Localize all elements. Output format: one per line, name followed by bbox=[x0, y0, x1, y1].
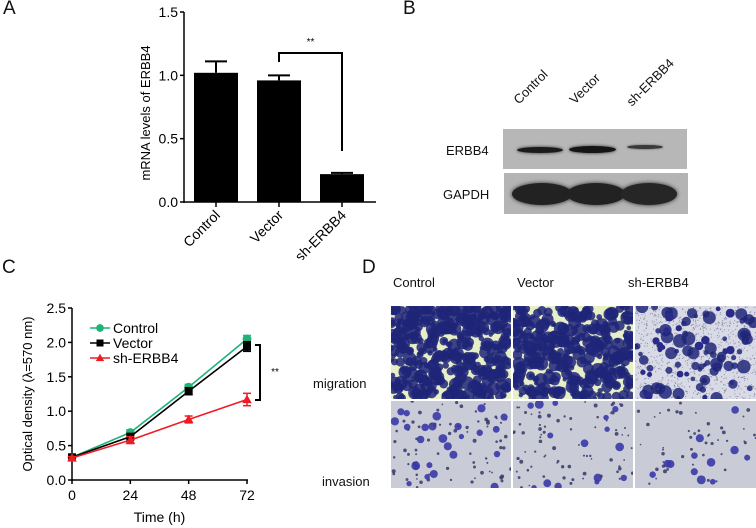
x-tick-label: 0 bbox=[68, 487, 76, 503]
panel-letter-c: C bbox=[2, 257, 16, 278]
series-control: Control bbox=[67, 320, 252, 462]
micrograph-invasion-control bbox=[391, 401, 511, 488]
series-vector: Vector bbox=[68, 335, 251, 462]
blot-lane-label-vector: Vector bbox=[566, 70, 604, 107]
y-axis-label: Optical density (λ=570 nm) bbox=[20, 317, 35, 472]
x-tick-label: 24 bbox=[123, 487, 139, 503]
y-axis-label: mRNA levels of ERBB4 bbox=[138, 45, 153, 180]
micrograph-invasion-sh-erbb4 bbox=[635, 401, 756, 488]
bar bbox=[320, 174, 364, 202]
legend-label: Vector bbox=[113, 335, 153, 351]
significance-label: ** bbox=[271, 367, 279, 378]
panel-letter-d: D bbox=[362, 257, 376, 278]
panel-letter-b: B bbox=[403, 0, 416, 19]
y-tick-label: 2.5 bbox=[47, 300, 67, 316]
column-label-vector: Vector bbox=[517, 275, 554, 290]
column-label-control: Control bbox=[393, 275, 435, 290]
bar bbox=[257, 80, 301, 202]
band-erbb4-sh-erbb4 bbox=[627, 145, 663, 149]
y-tick-label: 1.0 bbox=[47, 403, 67, 419]
blot-lane-label-control: Control bbox=[510, 66, 551, 107]
panel-letter-a: A bbox=[3, 0, 16, 19]
bar-chart-mrna-levels: 0.0 0.5 1.0 1.5 mRNA levels of ERBB4 Control V… bbox=[138, 4, 376, 260]
y-tick-label: 1.5 bbox=[159, 4, 179, 20]
blot-membrane-erbb4 bbox=[503, 129, 687, 169]
bar bbox=[194, 72, 238, 202]
x-tick-label: Vector bbox=[247, 207, 287, 247]
y-tick-label: 0.0 bbox=[47, 472, 67, 488]
series-sh-erbb4: sh-ERBB4 bbox=[67, 350, 252, 462]
blot-row-label-gapdh: GAPDH bbox=[443, 187, 490, 202]
x-axis-label: Time (h) bbox=[134, 509, 186, 525]
micrograph-migration-control bbox=[391, 306, 511, 399]
line-chart-optical-density: 0.0 0.5 1.0 1.5 2.0 2.5 0 24 48 72 Time (h) Optical… bbox=[20, 300, 279, 525]
x-tick-label: Control bbox=[180, 207, 223, 250]
x-tick-label: 48 bbox=[181, 487, 197, 503]
significance-label: ** bbox=[307, 37, 315, 48]
blot-lane-label-sh-erbb4: sh-ERBB4 bbox=[623, 55, 677, 109]
x-tick-label: 72 bbox=[239, 487, 255, 503]
legend-label: Control bbox=[113, 320, 158, 336]
row-label-migration: migration bbox=[313, 376, 367, 391]
legend-label: sh-ERBB4 bbox=[113, 350, 179, 366]
y-tick-label: 0.0 bbox=[159, 194, 179, 210]
band-erbb4-vector bbox=[569, 146, 616, 153]
micrograph-invasion-vector bbox=[513, 401, 633, 488]
blot-membrane-gapdh bbox=[504, 173, 688, 214]
row-label-invasion: invasion bbox=[322, 474, 370, 489]
band-gapdh-sh-erbb4 bbox=[621, 183, 677, 205]
y-tick-label: 1.0 bbox=[159, 67, 179, 83]
significance-bracket bbox=[278, 52, 343, 151]
y-tick-label: 1.5 bbox=[47, 369, 67, 385]
band-erbb4-control bbox=[517, 147, 563, 153]
x-tick-label: sh-ERBB4 bbox=[292, 207, 350, 260]
significance-bracket bbox=[255, 344, 261, 401]
y-tick-label: 2.0 bbox=[47, 334, 67, 350]
band-gapdh-vector bbox=[567, 183, 625, 205]
micrograph-migration-vector bbox=[513, 306, 633, 399]
y-tick-label: 0.5 bbox=[159, 131, 179, 147]
y-tick-label: 0.5 bbox=[47, 438, 67, 454]
column-label-sh-erbb4: sh-ERBB4 bbox=[628, 275, 689, 290]
micrograph-migration-sh-erbb4 bbox=[635, 306, 756, 399]
band-gapdh-control bbox=[512, 183, 572, 205]
blot-row-label-erbb4: ERBB4 bbox=[446, 143, 489, 158]
